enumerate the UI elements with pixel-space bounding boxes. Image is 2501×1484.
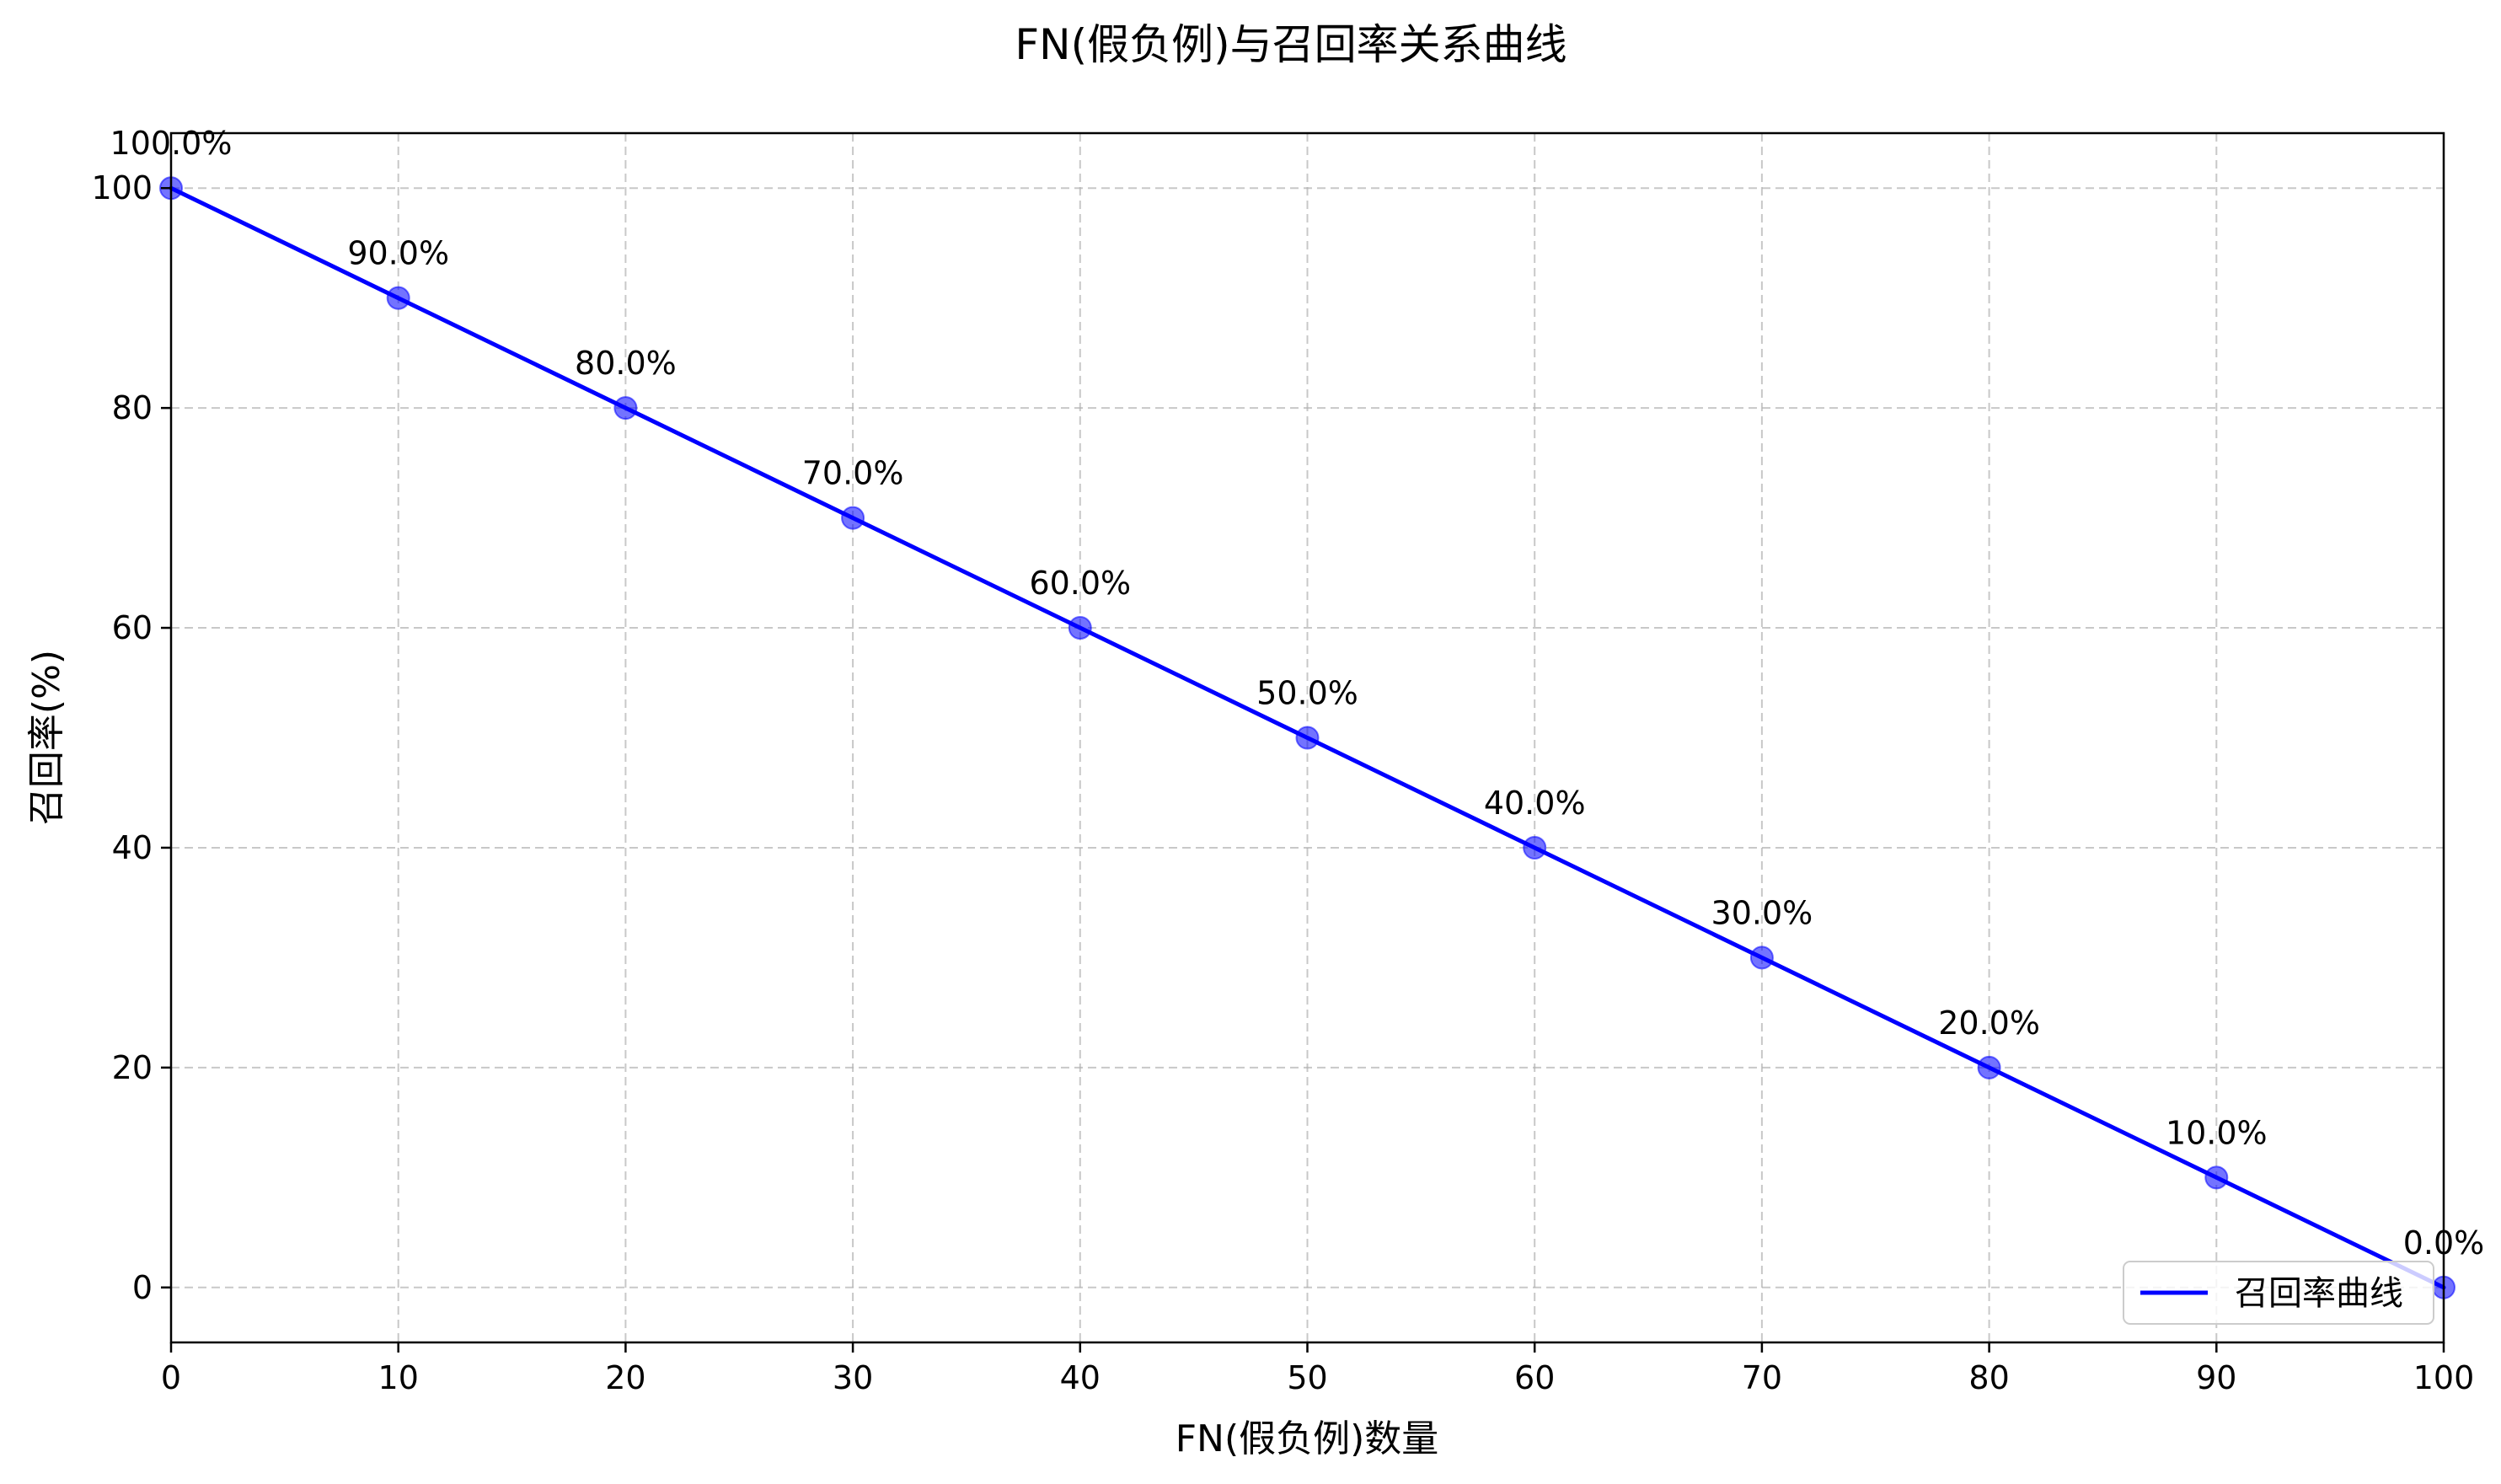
data-point [2204,1165,2229,1190]
x-tick-label: 20 [605,1359,645,1396]
y-tick-label: 60 [112,609,153,646]
x-tick-label: 50 [1287,1359,1327,1396]
data-label: 70.0% [802,455,904,492]
series-layer [159,176,2455,1299]
y-axis-ticks: 0 20 40 60 80 100 [91,169,171,1306]
data-point [1523,835,1547,860]
data-point [841,506,865,530]
x-tick-label: 80 [1968,1359,2009,1396]
data-label: 20.0% [1938,1005,2040,1042]
data-label: 60.0% [1029,565,1131,602]
data-labels: 100.0%90.0%80.0%70.0%60.0%50.0%40.0%30.0… [110,125,2485,1262]
data-label: 10.0% [2166,1114,2268,1151]
data-label: 50.0% [1256,675,1358,712]
data-point [1749,946,1774,970]
y-tick-label: 80 [112,389,153,426]
data-label: 80.0% [575,345,677,382]
y-tick-label: 20 [112,1049,153,1086]
x-tick-label: 90 [2196,1359,2236,1396]
y-tick-label: 40 [112,829,153,866]
legend-box [2123,1261,2434,1325]
data-point [1068,616,1092,640]
data-point [1977,1055,2001,1080]
chart-title: FN(假负例)与召回率关系曲线 [1015,20,1566,69]
data-point [386,286,410,310]
data-point [1295,726,1320,750]
y-tick-label: 0 [132,1269,153,1306]
x-tick-label: 70 [1742,1359,1782,1396]
data-label: 90.0% [347,235,449,272]
legend: 召回率曲线 [2123,1261,2434,1325]
x-axis-ticks: 0 10 20 30 40 50 60 70 80 90 100 [161,1342,2474,1396]
x-tick-label: 60 [1514,1359,1555,1396]
x-tick-label: 30 [833,1359,873,1396]
x-tick-label: 100 [2413,1359,2475,1396]
legend-label: 召回率曲线 [2235,1274,2403,1313]
y-tick-label: 100 [91,169,153,206]
x-tick-label: 0 [161,1359,181,1396]
x-tick-label: 10 [378,1359,419,1396]
data-label: 40.0% [1484,785,1586,822]
data-point [613,396,638,421]
data-label: 30.0% [1711,894,1813,931]
y-axis-label: 召回率(%) [25,650,68,825]
grid [170,133,2445,1342]
x-axis-label: FN(假负例)数量 [1176,1417,1439,1460]
x-tick-label: 40 [1060,1359,1101,1396]
